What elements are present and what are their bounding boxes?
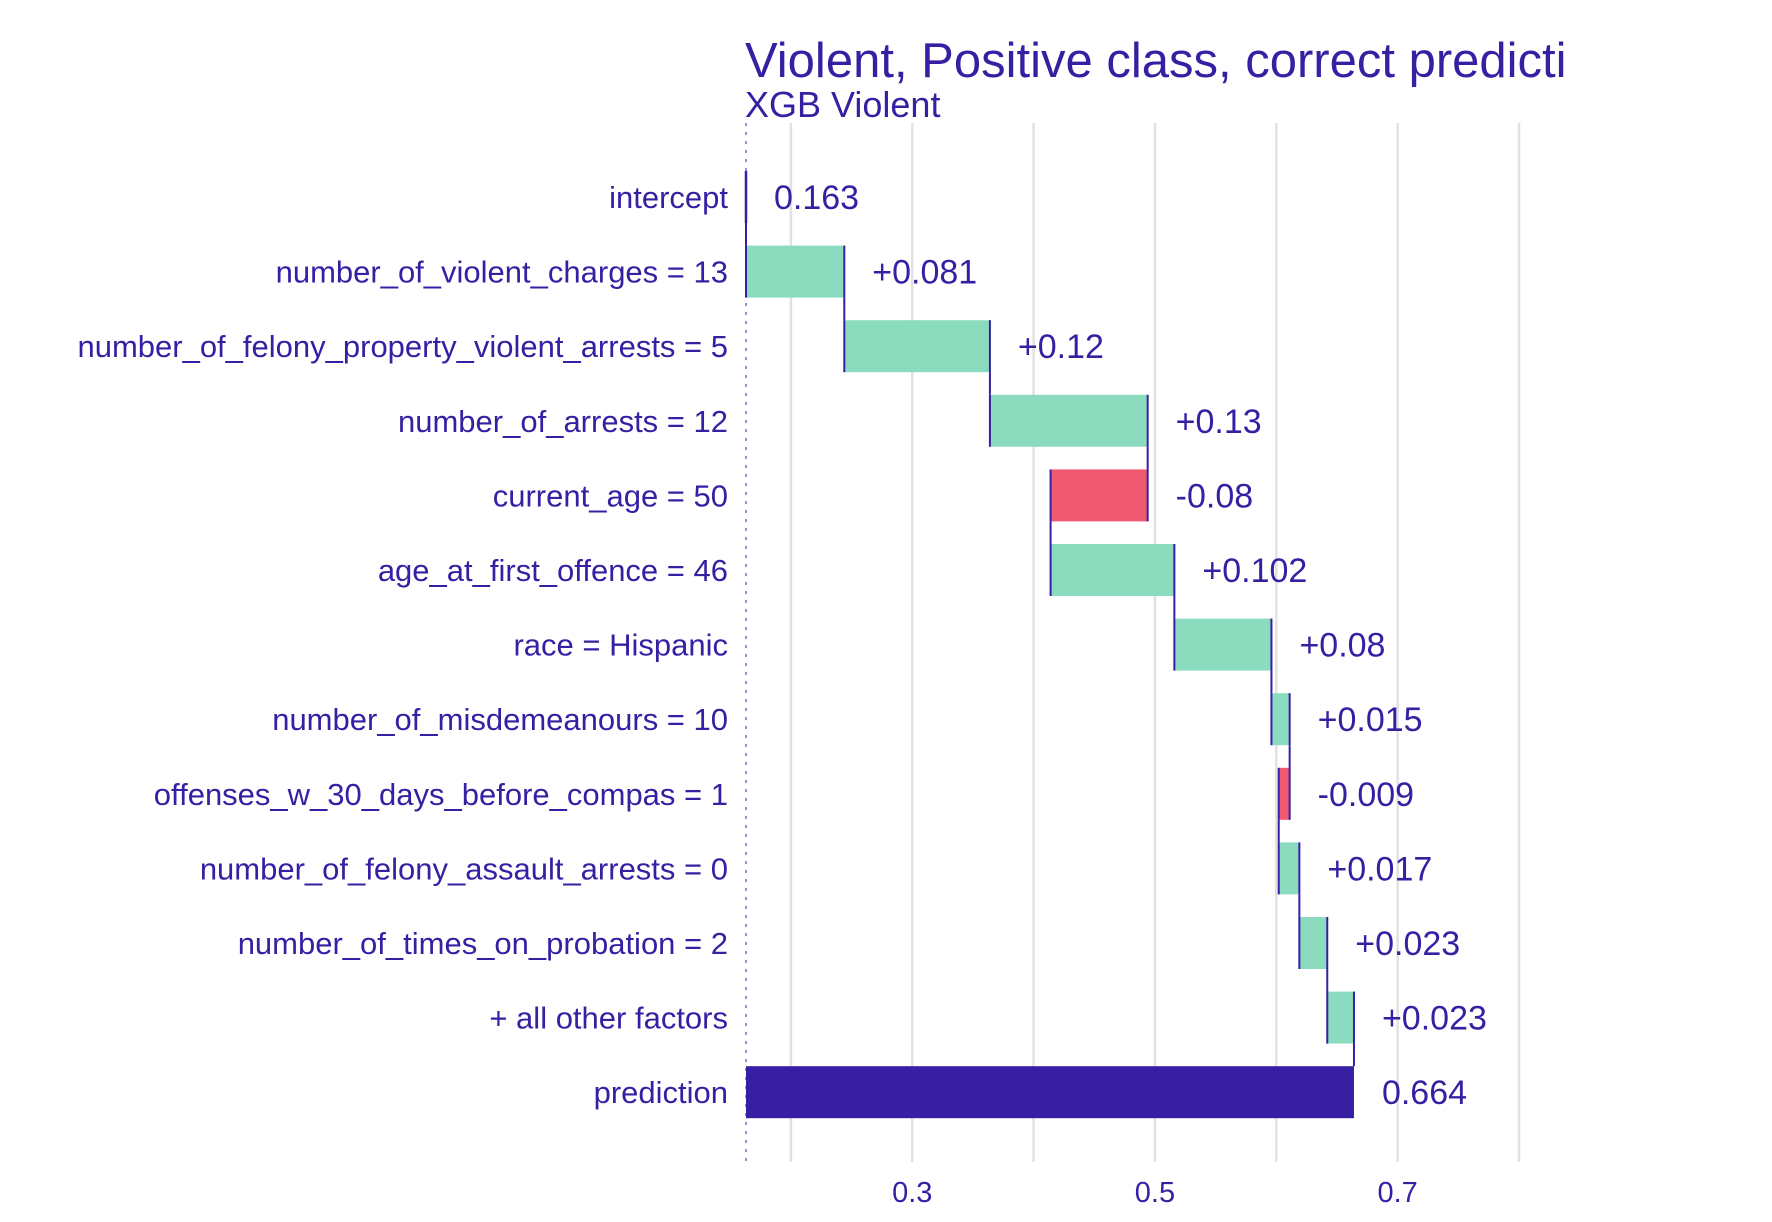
bar [1050,544,1175,596]
bar [1278,767,1290,820]
y-axis-label: intercept [609,180,728,215]
y-axis-label: number_of_arrests = 12 [398,404,728,439]
bar [1327,991,1354,1044]
data-label: +0.015 [1318,701,1423,739]
y-axis-label: number_of_felony_assault_arrests = 0 [200,851,728,886]
data-label: 0.664 [1382,1074,1467,1112]
data-label: +0.023 [1355,925,1460,963]
bar [844,320,990,373]
data-label: +0.102 [1202,552,1307,590]
labels: 0.3 0.5 0.7 intercept 0.163 number_of_violent… [77,179,1486,1209]
y-axis-label: number_of_misdemeanours = 10 [272,702,728,737]
x-tick-label: 0.3 [892,1177,932,1209]
data-label: +0.12 [1018,328,1104,366]
y-axis-label: number_of_times_on_probation = 2 [238,926,728,961]
bar [989,394,1148,447]
chart-subtitle: XGB Violent [745,84,940,125]
y-axis-label: prediction [594,1075,728,1110]
chart-title: Violent, Positive class, correct predict… [745,34,1567,88]
y-axis-label: age_at_first_offence = 46 [378,553,728,588]
y-axis-label: race = Hispanic [513,628,728,663]
bar [746,1066,1354,1119]
y-axis-label: offenses_w_30_days_before_compas = 1 [154,777,728,812]
bar [746,245,845,298]
y-axis-label: current_age = 50 [493,478,728,513]
x-tick-label: 0.7 [1377,1177,1417,1209]
x-tick-label: 0.5 [1135,1177,1175,1209]
y-axis-label: number_of_violent_charges = 13 [276,255,728,290]
gridlines [745,123,1521,1162]
data-label: +0.081 [872,254,977,292]
bar [1271,693,1290,746]
data-label: +0.017 [1327,850,1432,888]
data-label: -0.08 [1176,477,1254,515]
bar [1299,917,1328,969]
bar [1050,469,1148,522]
data-label: +0.023 [1382,1000,1487,1038]
bar [1278,842,1300,895]
title-clip-mask [1658,20,1772,95]
data-label: -0.009 [1318,776,1414,814]
bars [744,171,1355,1119]
y-axis-label: + all other factors [489,1001,728,1036]
data-label: +0.13 [1176,403,1262,441]
data-label: +0.08 [1299,627,1385,665]
data-label: 0.163 [774,179,859,217]
y-axis-label: number_of_felony_property_violent_arrest… [77,329,728,364]
bar [1174,618,1272,671]
